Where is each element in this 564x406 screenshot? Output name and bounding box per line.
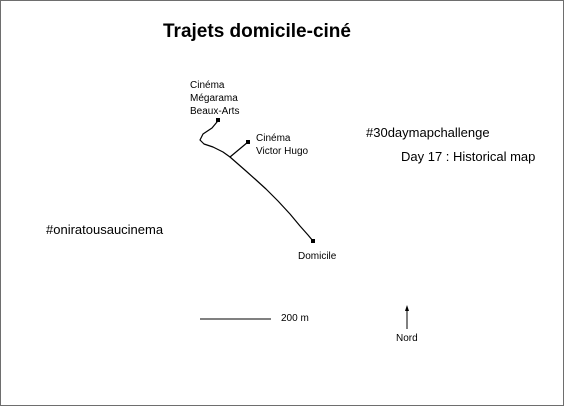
label-cinema-megarama: Cinéma Mégarama Beaux-Arts	[190, 79, 239, 118]
label-line: Mégarama	[190, 93, 238, 104]
north-label: Nord	[396, 333, 418, 344]
map-title: Trajets domicile-ciné	[163, 21, 351, 42]
hashtag-30daymapchallenge: #30daymapchallenge	[366, 125, 490, 140]
marker-home	[311, 239, 315, 243]
route-to-victor-hugo	[229, 141, 249, 158]
label-domicile: Domicile	[298, 251, 337, 262]
marker-victor-hugo	[246, 140, 250, 144]
scale-label: 200 m	[281, 313, 309, 324]
label-line: Cinéma	[190, 80, 225, 91]
marker-megarama	[216, 118, 220, 122]
label-cinema-victor-hugo: Cinéma Victor Hugo	[256, 132, 308, 158]
label-line: Victor Hugo	[256, 146, 309, 157]
route-to-megarama	[199, 119, 314, 242]
label-line: Cinéma	[256, 133, 291, 144]
day-label: Day 17 : Historical map	[401, 149, 536, 164]
hashtag-oniratousaucinema: #oniratousaucinema	[46, 222, 164, 237]
label-line: Beaux-Arts	[190, 106, 240, 117]
north-arrowhead-icon	[405, 305, 409, 311]
